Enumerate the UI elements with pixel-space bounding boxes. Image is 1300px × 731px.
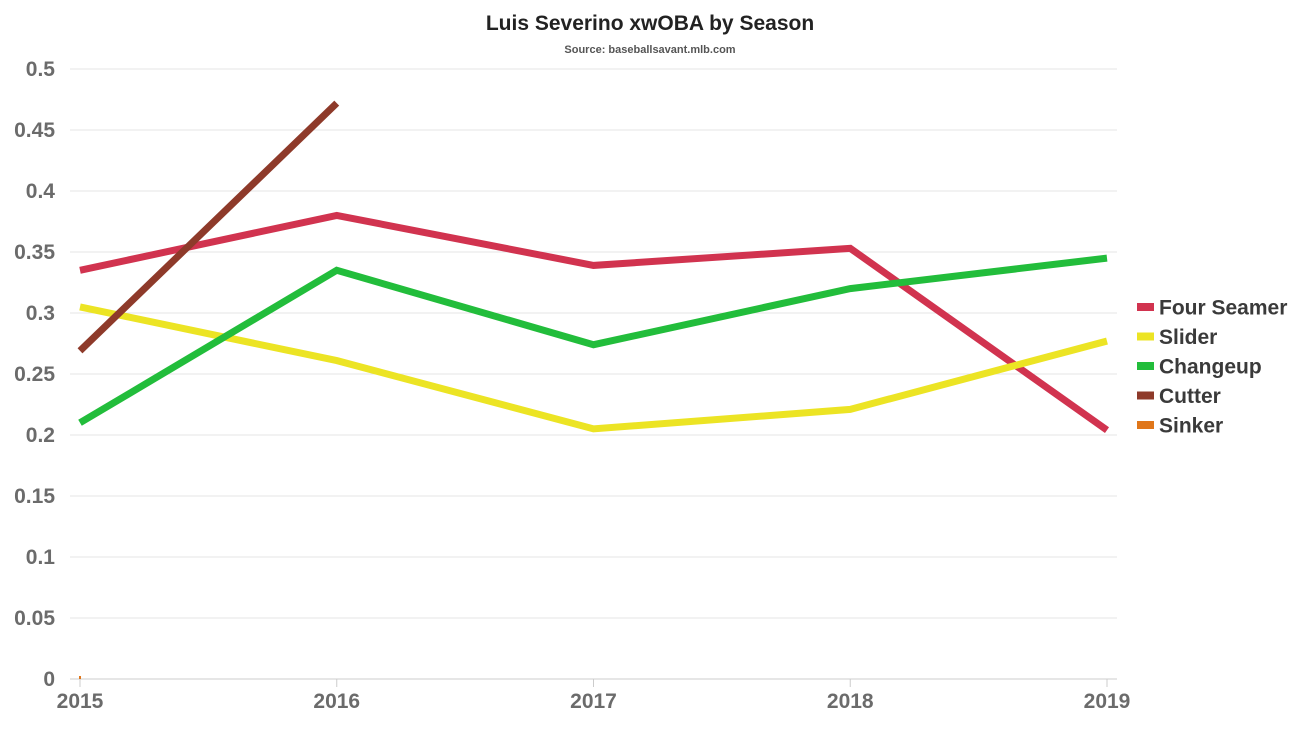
- series-slider: [79, 303, 1108, 433]
- series-line-four-seamer: [79, 211, 1110, 433]
- plot-area: [77, 100, 1110, 679]
- legend-swatch: [1137, 421, 1154, 429]
- legend-swatch: [1137, 332, 1154, 341]
- legend-item-changeup[interactable]: Changeup: [1137, 356, 1262, 379]
- y-tick-label: 0: [43, 668, 55, 691]
- series-line-changeup: [78, 254, 1108, 426]
- x-tick-label: 2018: [827, 690, 874, 713]
- legend: Four Seamer Slider Changeup Cutter Sinker: [1137, 297, 1287, 438]
- x-axis: 2015 2016 2017 2018 2019: [57, 679, 1131, 713]
- y-tick-label: 0.2: [26, 424, 55, 447]
- x-tick-label: 2016: [313, 690, 360, 713]
- series-cutter: [77, 100, 340, 354]
- gridlines: [70, 68, 1117, 680]
- y-tick-label: 0.05: [14, 607, 55, 630]
- legend-label: Sinker: [1159, 415, 1223, 438]
- legend-swatch: [1137, 362, 1154, 370]
- y-tick-label: 0.25: [14, 363, 55, 386]
- series-line-cutter: [77, 100, 340, 354]
- y-tick-label: 0.3: [26, 302, 55, 325]
- x-tick-label: 2015: [57, 690, 104, 713]
- y-tick-label: 0.15: [14, 485, 55, 508]
- y-tick-label: 0.4: [26, 180, 56, 203]
- series-changeup: [78, 254, 1108, 426]
- y-axis: 0 0.05 0.1 0.15 0.2 0.25 0.3 0.35 0.4 0.45 0.5: [14, 58, 55, 691]
- y-tick-label: 0.45: [14, 119, 55, 142]
- legend-item-cutter[interactable]: Cutter: [1137, 385, 1221, 408]
- x-tick-label: 2019: [1084, 690, 1131, 713]
- y-tick-label: 0.35: [14, 241, 55, 264]
- legend-label: Changeup: [1159, 356, 1262, 379]
- legend-label: Four Seamer: [1159, 297, 1287, 320]
- legend-item-slider[interactable]: Slider: [1137, 326, 1217, 349]
- legend-item-four-seamer[interactable]: Four Seamer: [1137, 297, 1287, 320]
- x-tick-label: 2017: [570, 690, 617, 713]
- y-tick-label: 0.5: [26, 58, 56, 81]
- legend-label: Cutter: [1159, 385, 1221, 408]
- series-line-slider: [79, 303, 1108, 433]
- legend-swatch: [1137, 303, 1154, 311]
- y-tick-label: 0.1: [26, 546, 56, 569]
- chart-title: Luis Severino xwOBA by Season: [486, 12, 814, 35]
- legend-label: Slider: [1159, 326, 1217, 349]
- legend-item-sinker[interactable]: Sinker: [1137, 415, 1223, 438]
- chart-subtitle: Source: baseballsavant.mlb.com: [564, 44, 735, 56]
- series-four-seamer: [79, 211, 1110, 433]
- legend-swatch: [1137, 391, 1154, 400]
